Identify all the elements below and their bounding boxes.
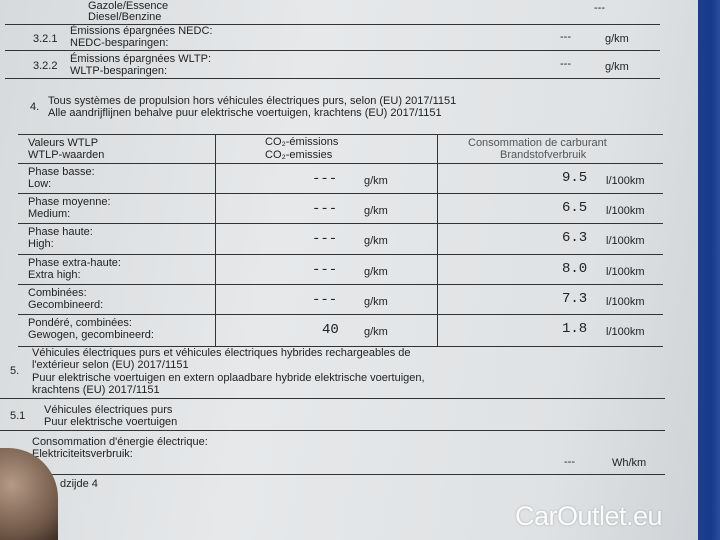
row-divider (18, 314, 663, 315)
s322-value: --- (560, 58, 571, 70)
row-divider (18, 193, 663, 194)
s5-fr1: Véhicules électriques purs et véhicules … (32, 347, 411, 359)
co2-value: 40 (322, 322, 339, 338)
row-divider (18, 284, 663, 285)
blue-folder-edge (698, 0, 720, 540)
row-divider (18, 346, 663, 347)
header-values-nl: WTLP-waarden (28, 149, 105, 161)
row-label-nl: High: (28, 238, 54, 250)
divider (5, 50, 660, 51)
co2-unit: g/km (364, 296, 388, 308)
row-label-fr: Phase extra-haute: (28, 257, 121, 269)
divider (0, 430, 665, 431)
page-footer: dzijde 4 (60, 478, 98, 490)
row-label-nl: Gecombineerd: (28, 299, 104, 311)
s5-nl1: Puur elektrische voertuigen en extern op… (32, 372, 425, 384)
s322-fr: Émissions épargnées WLTP: (70, 53, 212, 65)
s322-nl: WLTP-besparingen: (70, 65, 168, 77)
fuel-value: 7.3 (562, 291, 588, 307)
s321-num: 3.2.1 (33, 33, 58, 45)
fuel-unit: l/100km (606, 296, 645, 308)
co2-unit: g/km (364, 326, 388, 338)
watermark-logo: CarOutlet.eu (515, 501, 663, 531)
divider (5, 78, 660, 79)
header-fuel-nl: Brandstofverbruik (500, 149, 587, 161)
co2-unit: g/km (364, 235, 388, 247)
co2-value: --- (312, 231, 338, 247)
header-co2-fr: CO₂-émissions (265, 136, 339, 148)
co2-unit: g/km (364, 175, 388, 187)
divider (5, 24, 660, 25)
co2-value: --- (312, 171, 338, 187)
row-label-nl: Medium: (28, 208, 71, 220)
s4-fr: Tous systèmes de propulsion hors véhicul… (48, 95, 457, 107)
fuel-unit: l/100km (606, 235, 645, 247)
row-label-fr: Pondéré, combinées: (28, 317, 132, 329)
row-divider (18, 254, 663, 255)
row-label-nl: Gewogen, gecombineerd: (28, 329, 154, 341)
s321-fr: Émissions épargnées NEDC: (70, 25, 213, 37)
s321-value: --- (560, 31, 571, 43)
co2-value: --- (312, 201, 338, 217)
s4-nl: Alle aandrijflijnen behalve puur elektri… (48, 107, 442, 119)
fuel-nl: Diesel/Benzine (88, 11, 162, 23)
fuel-unit: l/100km (606, 326, 645, 338)
fuel-unit: l/100km (606, 175, 645, 187)
fuel-unit: l/100km (606, 266, 645, 278)
elec-unit: Wh/km (612, 457, 647, 469)
divider (0, 398, 665, 399)
row-label-nl: Extra high: (28, 269, 81, 281)
co2-unit: g/km (364, 205, 388, 217)
fuel-value: 6.5 (562, 200, 588, 216)
column-divider (215, 134, 216, 346)
row-label-fr: Combinées: (28, 287, 87, 299)
header-fuel-fr: Consommation de carburant (468, 137, 607, 149)
elec-fr: Consommation d'énergie électrique: (32, 436, 208, 448)
header-values-fr: Valeurs WTLP (28, 137, 99, 149)
fuel-value: 6.3 (562, 230, 588, 246)
s51-nl: Puur elektrische voertuigen (44, 416, 178, 428)
s4-num: 4. (30, 101, 40, 113)
s5-num: 5. (10, 365, 20, 377)
s51-num: 5.1 (10, 410, 26, 422)
column-divider (437, 134, 438, 346)
table-border (18, 163, 663, 164)
row-label-fr: Phase haute: (28, 226, 93, 238)
s5-nl2: krachtens (EU) 2017/1151 (32, 384, 160, 396)
header-co2-nl: CO₂-emissies (265, 149, 333, 161)
row-label-fr: Phase moyenne: (28, 196, 111, 208)
row-label-nl: Low: (28, 178, 52, 190)
fuel-unit: l/100km (606, 205, 645, 217)
row-divider (18, 223, 663, 224)
row-label-fr: Phase basse: (28, 166, 95, 178)
fuel-value: 9.5 (562, 170, 588, 186)
s51-fr: Véhicules électriques purs (44, 404, 173, 416)
document-page: Gazole/Essence Diesel/Benzine --- 3.2.1 … (0, 0, 698, 540)
s322-unit: g/km (605, 61, 629, 73)
s5-fr2: l'extérieur selon (EU) 2017/1151 (32, 359, 189, 371)
divider (40, 474, 665, 475)
table-border (18, 134, 663, 135)
fuel-value: 8.0 (562, 261, 588, 277)
fuel-fr: Gazole/Essence (88, 0, 169, 12)
s322-num: 3.2.2 (33, 60, 58, 72)
fuel-value: 1.8 (562, 321, 588, 337)
co2-value: --- (312, 292, 338, 308)
co2-unit: g/km (364, 266, 388, 278)
fuel-value: --- (594, 2, 605, 14)
elec-nl: Elektriciteitsverbruik: (32, 448, 133, 460)
elec-value: --- (564, 456, 575, 468)
s321-nl: NEDC-besparingen: (70, 37, 169, 49)
s321-unit: g/km (605, 33, 629, 45)
co2-value: --- (312, 262, 338, 278)
